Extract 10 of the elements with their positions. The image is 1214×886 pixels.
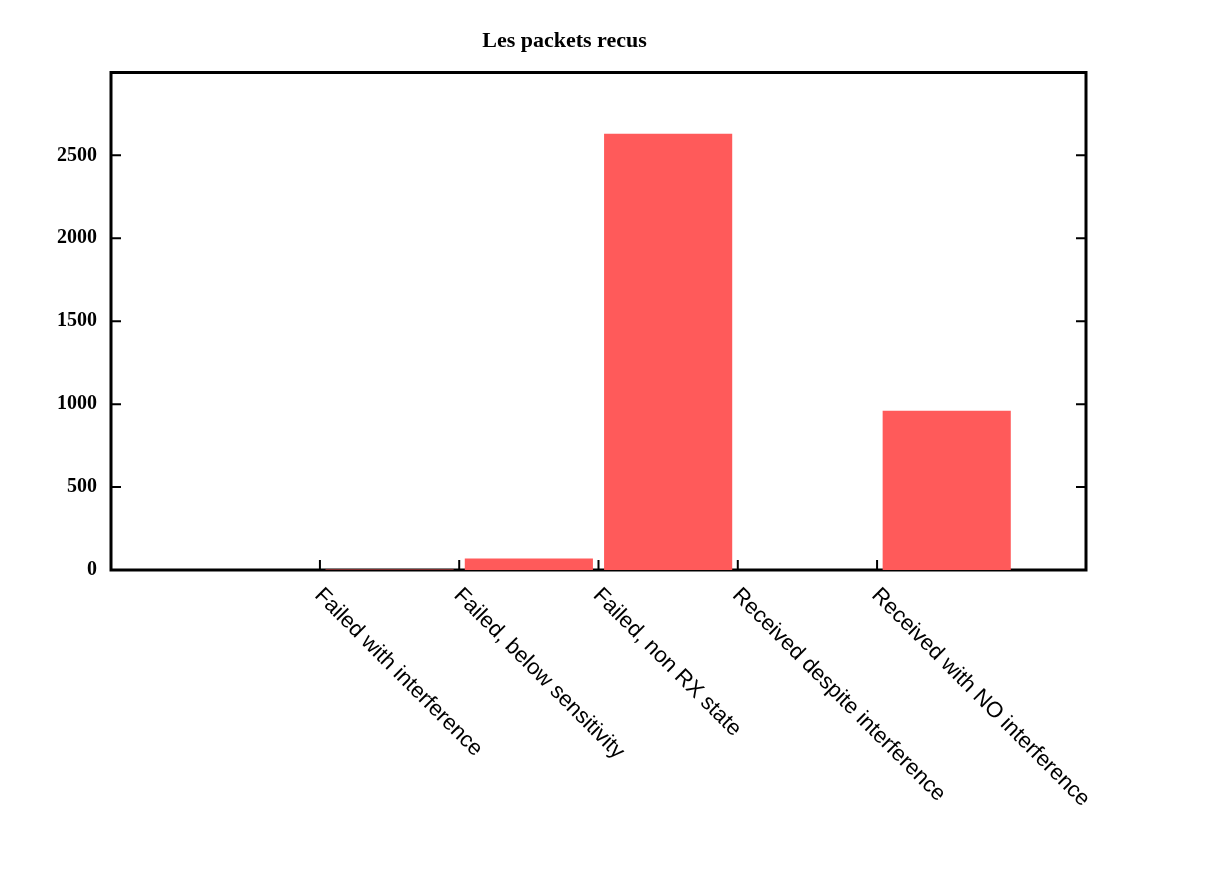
y-tick-label: 1500 — [57, 308, 97, 331]
y-tick-label: 1000 — [57, 391, 97, 414]
bar — [882, 410, 1011, 570]
bar — [604, 133, 733, 570]
y-tick-label: 2500 — [57, 142, 97, 165]
chart-title: Les packets recus — [482, 26, 648, 52]
y-tick-label: 500 — [67, 474, 97, 497]
bar — [464, 558, 593, 570]
y-tick-label: 2000 — [57, 225, 97, 248]
y-tick-label: 0 — [87, 557, 97, 580]
